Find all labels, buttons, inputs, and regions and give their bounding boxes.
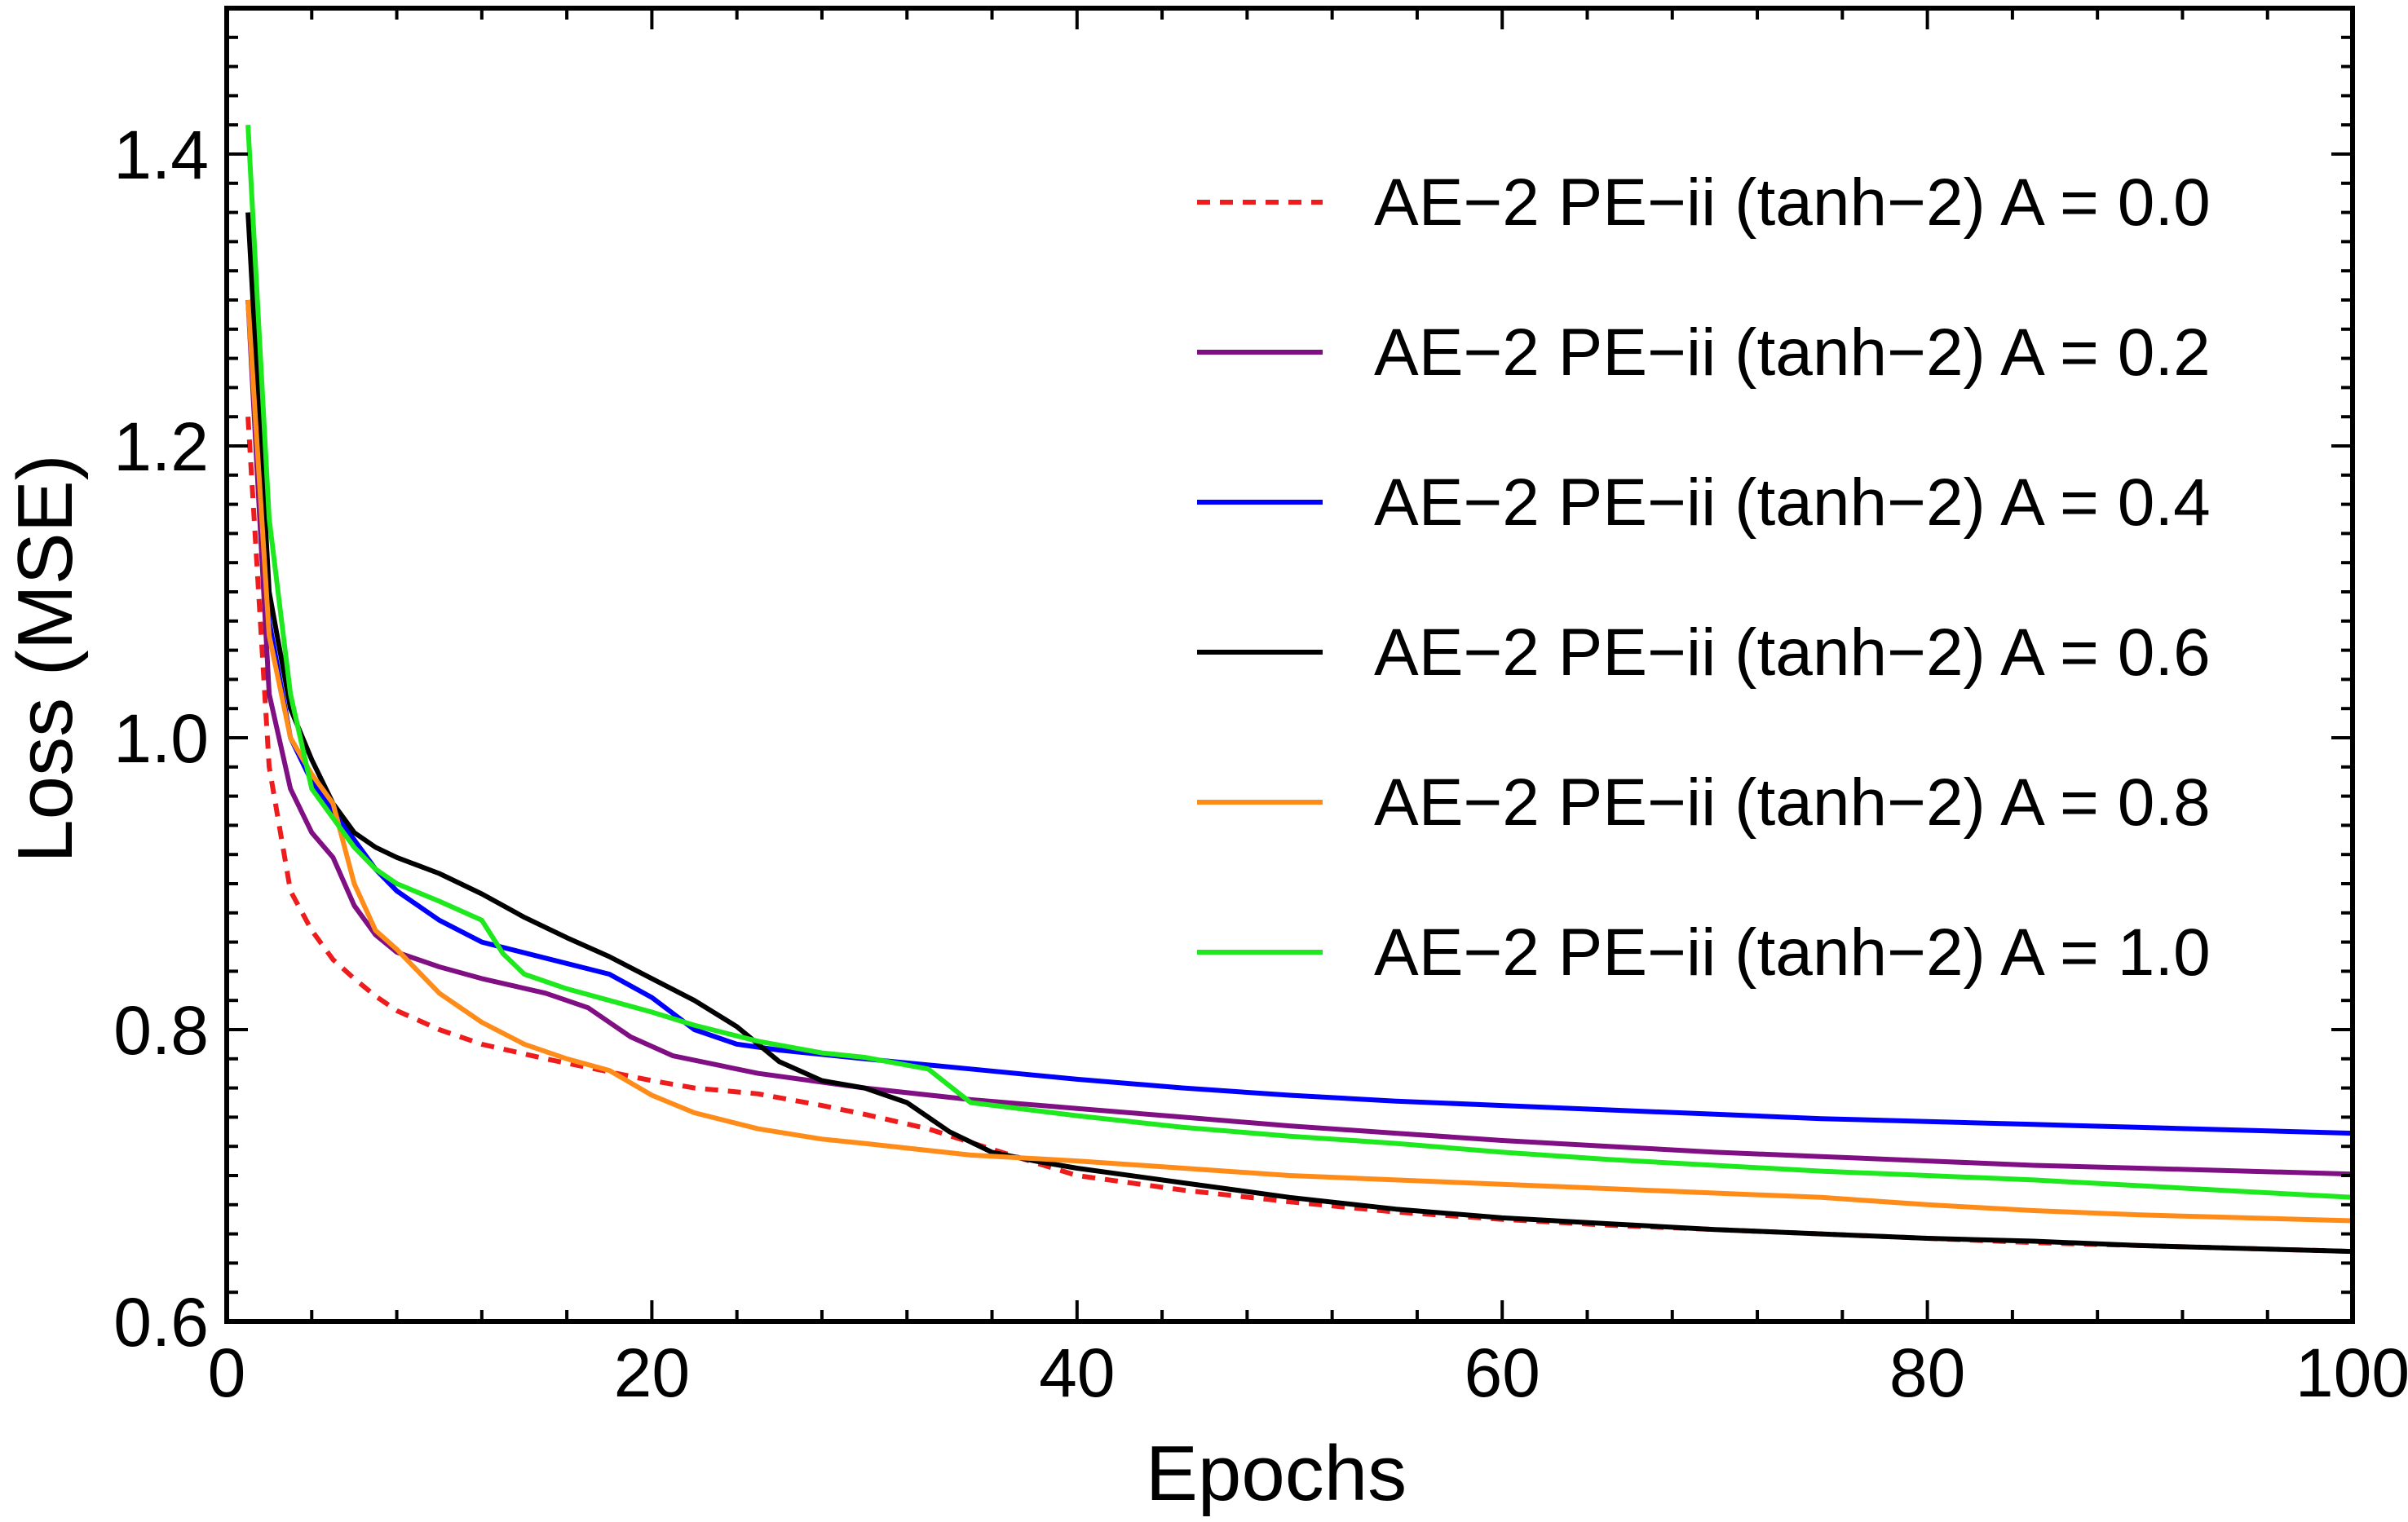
- axes-layer: 0 20 40 60 80 100 0.6 0.8 1.0 1.2 1.4: [113, 6, 2408, 1411]
- x-tick-label: 0: [208, 1335, 246, 1411]
- x-tick-label: 20: [614, 1335, 690, 1411]
- series-line-2: [245, 299, 2353, 1136]
- x-tick-label: 80: [1889, 1335, 1965, 1411]
- y-tick-label: 1.4: [113, 117, 209, 193]
- legend-label-1: AE−2 PE−ii (tanh−2) A = 0.2: [1374, 315, 2211, 390]
- legend-label-0: AE−2 PE−ii (tanh−2) A = 0.0: [1374, 165, 2211, 240]
- x-tick-label: 100: [2295, 1335, 2408, 1411]
- legend-label-3: AE−2 PE−ii (tanh−2) A = 0.6: [1374, 615, 2211, 690]
- series-line-3: [245, 212, 2353, 1255]
- legend-label-5: AE−2 PE−ii (tanh−2) A = 1.0: [1374, 915, 2211, 990]
- x-tick-label: 40: [1039, 1335, 1115, 1411]
- plot-frame: [224, 6, 2355, 1324]
- y-tick-label: 1.2: [113, 408, 209, 485]
- series-layer: [245, 125, 2353, 1255]
- y-tick-label: 1.0: [113, 700, 209, 777]
- y-tick-label: 0.6: [113, 1284, 209, 1361]
- series-line-5: [245, 125, 2353, 1200]
- legend-label-2: AE−2 PE−ii (tanh−2) A = 0.4: [1374, 465, 2211, 540]
- y-axis-label: Loss (MSE): [2, 454, 89, 862]
- x-axis-label: Epochs: [1146, 1430, 1407, 1517]
- y-tick-label: 0.8: [113, 992, 209, 1069]
- series-line-1: [245, 299, 2353, 1177]
- legend: AE−2 PE−ii (tanh−2) A = 0.0 AE−2 PE−ii (t…: [1197, 165, 2211, 990]
- legend-label-4: AE−2 PE−ii (tanh−2) A = 0.8: [1374, 765, 2211, 840]
- series-line-4: [245, 299, 2353, 1224]
- series-line-0: [245, 417, 2353, 1255]
- x-tick-label: 60: [1464, 1335, 1540, 1411]
